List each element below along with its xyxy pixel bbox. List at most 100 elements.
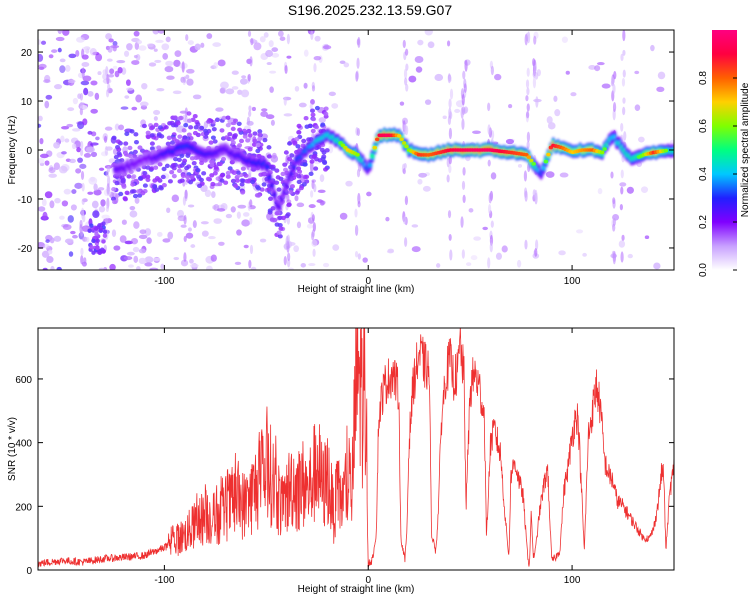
spectrogram-speckle (328, 145, 334, 154)
spectrogram-speckle (139, 229, 147, 235)
snr-y-ticks: 0 200 400 600 (15, 375, 674, 577)
spectrogram-streak (532, 189, 536, 198)
x-tick-label: 100 (564, 575, 581, 586)
spectrogram-streak (488, 192, 492, 204)
spectrogram-speckle (303, 49, 309, 57)
spectrogram-speckle (149, 133, 155, 138)
spectrogram-streak (287, 258, 291, 268)
spectrogram-speckle (634, 70, 640, 75)
spectrogram-speckle (304, 174, 310, 179)
spectrogram-streak (354, 250, 359, 258)
spectrogram-speckle (177, 134, 183, 139)
spectrogram-streak (448, 155, 452, 165)
spectrogram-speckle (192, 130, 198, 136)
spectrogram-speckle (318, 117, 326, 123)
spectrogram-speckle (237, 204, 247, 209)
spectrogram-speckle (282, 162, 288, 167)
spectrogram-speckle (176, 168, 182, 174)
spectrogram-streak (79, 107, 83, 116)
spectrogram-streak (81, 182, 85, 192)
spectrogram-speckle (223, 180, 229, 185)
spectrogram-speckle (187, 204, 195, 208)
spectrogram-streak (404, 237, 408, 247)
spectrogram-streak (525, 79, 530, 89)
spectrogram-streak (446, 174, 450, 183)
spectrogram-speckle (309, 159, 315, 164)
spectrogram-speckle (88, 176, 98, 185)
spectrogram-speckle (287, 267, 294, 270)
spectrogram-speckle (153, 165, 159, 170)
spectrogram-speckle (243, 173, 249, 178)
spectrogram-streak (79, 219, 83, 229)
spectrogram-streak (405, 48, 409, 56)
spectrogram-streak (619, 204, 623, 211)
spectrogram-speckle (136, 266, 141, 270)
spectrogram-speckle (209, 162, 215, 168)
spectrogram-speckle (286, 55, 292, 59)
spectrogram-speckle (306, 223, 314, 229)
spectrogram-streak (448, 233, 452, 241)
spectrogram-speckle (263, 32, 269, 38)
spectrogram-speckle (115, 139, 121, 144)
spectrogram-speckle (83, 87, 89, 96)
spectrogram-streak (524, 239, 528, 250)
spectrogram-streak (105, 89, 110, 98)
spectrogram-speckle (255, 148, 261, 154)
spectrogram-speckle (234, 178, 240, 183)
spectrogram-speckle (145, 177, 151, 183)
spectrogram-streak (183, 252, 187, 263)
spectrogram-speckle (125, 79, 131, 86)
spectrogram-speckle (468, 208, 474, 213)
spectrogram-speckle (601, 83, 611, 89)
spectrogram-speckle (570, 92, 577, 97)
spectrogram-streak (403, 68, 408, 80)
spectrogram-speckle (60, 163, 70, 172)
spectrogram-streak (312, 248, 316, 257)
spectrogram-streak (357, 36, 361, 48)
spectrogram-speckle (188, 125, 194, 130)
spectrogram-speckle (208, 140, 214, 145)
spectrogram-speckle (179, 153, 185, 158)
spectrogram-speckle (501, 245, 508, 253)
spectrogram-speckle (170, 140, 176, 145)
spectrogram-streak (246, 116, 251, 126)
spectrogram-speckle (101, 249, 106, 254)
spectrogram-speckle (129, 206, 136, 211)
spectrogram-speckle (271, 47, 279, 52)
spectrogram-speckle (213, 62, 218, 69)
spectrogram-speckle (213, 164, 219, 170)
spectrogram-speckle (133, 221, 140, 229)
spectrogram-speckle (114, 180, 120, 186)
spectrogram-streak (620, 53, 624, 62)
spectrogram-speckle (130, 182, 136, 187)
spectrogram-speckle (92, 210, 100, 219)
spectrogram-speckle (201, 171, 207, 176)
spectrogram-speckle (260, 111, 268, 118)
spectrogram-speckle (171, 165, 177, 171)
spectrogram-speckle (311, 154, 317, 159)
spectrogram-speckle (101, 239, 106, 244)
spectrogram-speckle (90, 151, 98, 158)
spectrogram-speckle (644, 235, 650, 240)
spectrogram-streak (447, 210, 452, 219)
spectrogram-speckle (142, 170, 148, 176)
spectrogram-speckle (112, 199, 118, 205)
spectrogram-speckle (240, 166, 246, 171)
spectrogram-speckle (70, 230, 76, 235)
spectrogram-speckle (232, 135, 238, 140)
spectrogram-speckle (38, 206, 46, 212)
spectrogram-speckle (105, 33, 113, 40)
ridge-peak (397, 134, 402, 138)
spectrogram-speckle (296, 166, 302, 171)
spectrogram-speckle (204, 189, 212, 198)
ridge-band (276, 204, 282, 209)
y-tick-label: 0 (26, 566, 32, 577)
spectrogram-speckle (120, 179, 126, 184)
spectrogram-speckle (63, 188, 72, 195)
spectrogram-speckle (241, 219, 251, 227)
spectrogram-speckle (64, 138, 70, 143)
spectrogram-streak (249, 244, 254, 255)
spectrogram-speckle (185, 174, 191, 180)
